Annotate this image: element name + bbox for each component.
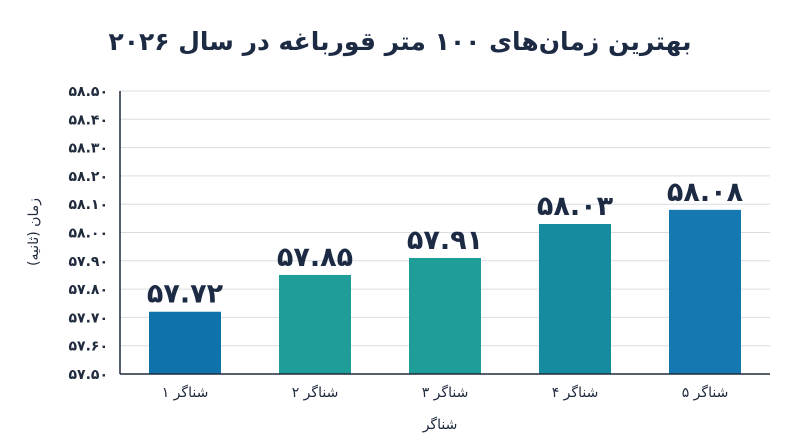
y-tick-label: ۵۸.۲۰ [69, 169, 109, 185]
chart-title: بهترین زمان‌های ۱۰۰ متر قورباغه در سال ۲… [108, 27, 691, 57]
x-tick-label: شناگر ۱ [162, 384, 209, 401]
data-label: ۵۷.۸۵ [277, 242, 353, 273]
data-label: ۵۸.۰۸ [667, 177, 744, 208]
y-tick-label: ۵۸.۰۰ [69, 226, 109, 242]
data-labels: ۵۷.۷۲ ۵۷.۸۵ ۵۷.۹۱ ۵۸.۰۳ ۵۸.۰۸ [147, 177, 744, 310]
bar [409, 257, 481, 374]
data-label: ۵۷.۷۲ [147, 279, 224, 310]
y-tick-label: ۵۸.۴۰ [69, 112, 109, 128]
y-tick-label: ۵۷.۵۰ [69, 367, 109, 383]
x-axis-title: شناگر [422, 416, 458, 433]
y-tick-label: ۵۷.۸۰ [69, 282, 109, 298]
bar [539, 224, 611, 374]
y-tick-label: ۵۸.۳۰ [69, 141, 109, 157]
bar [149, 311, 221, 374]
y-tick-label: ۵۷.۷۰ [69, 310, 109, 326]
y-axis-title: زمان (ثانیه) [26, 198, 42, 266]
bars [149, 209, 741, 374]
y-axis-tick-labels: ۵۷.۵۰ ۵۷.۶۰ ۵۷.۷۰ ۵۷.۸۰ ۵۷.۹۰ ۵۸.۰۰ ۵۸.۱۰ ۵۸.۲۰… [69, 84, 109, 383]
data-label: ۵۸.۰۳ [537, 191, 614, 222]
y-tick-label: ۵۷.۹۰ [69, 254, 109, 270]
bar [669, 209, 741, 374]
x-axis-tick-labels: شناگر ۱ شناگر ۲ شناگر ۳ شناگر ۴ شناگر ۵ [162, 384, 729, 401]
x-tick-label: شناگر ۳ [422, 384, 469, 401]
gridlines [120, 90, 770, 347]
y-tick-label: ۵۸.۱۰ [69, 197, 109, 213]
x-tick-label: شناگر ۵ [682, 384, 729, 401]
y-tick-label: ۵۷.۶۰ [69, 339, 109, 355]
bar [279, 274, 351, 374]
x-tick-label: شناگر ۲ [292, 384, 339, 401]
data-label: ۵۷.۹۱ [407, 225, 483, 256]
y-tick-label: ۵۸.۵۰ [69, 84, 109, 100]
x-tick-label: شناگر ۴ [552, 384, 599, 401]
